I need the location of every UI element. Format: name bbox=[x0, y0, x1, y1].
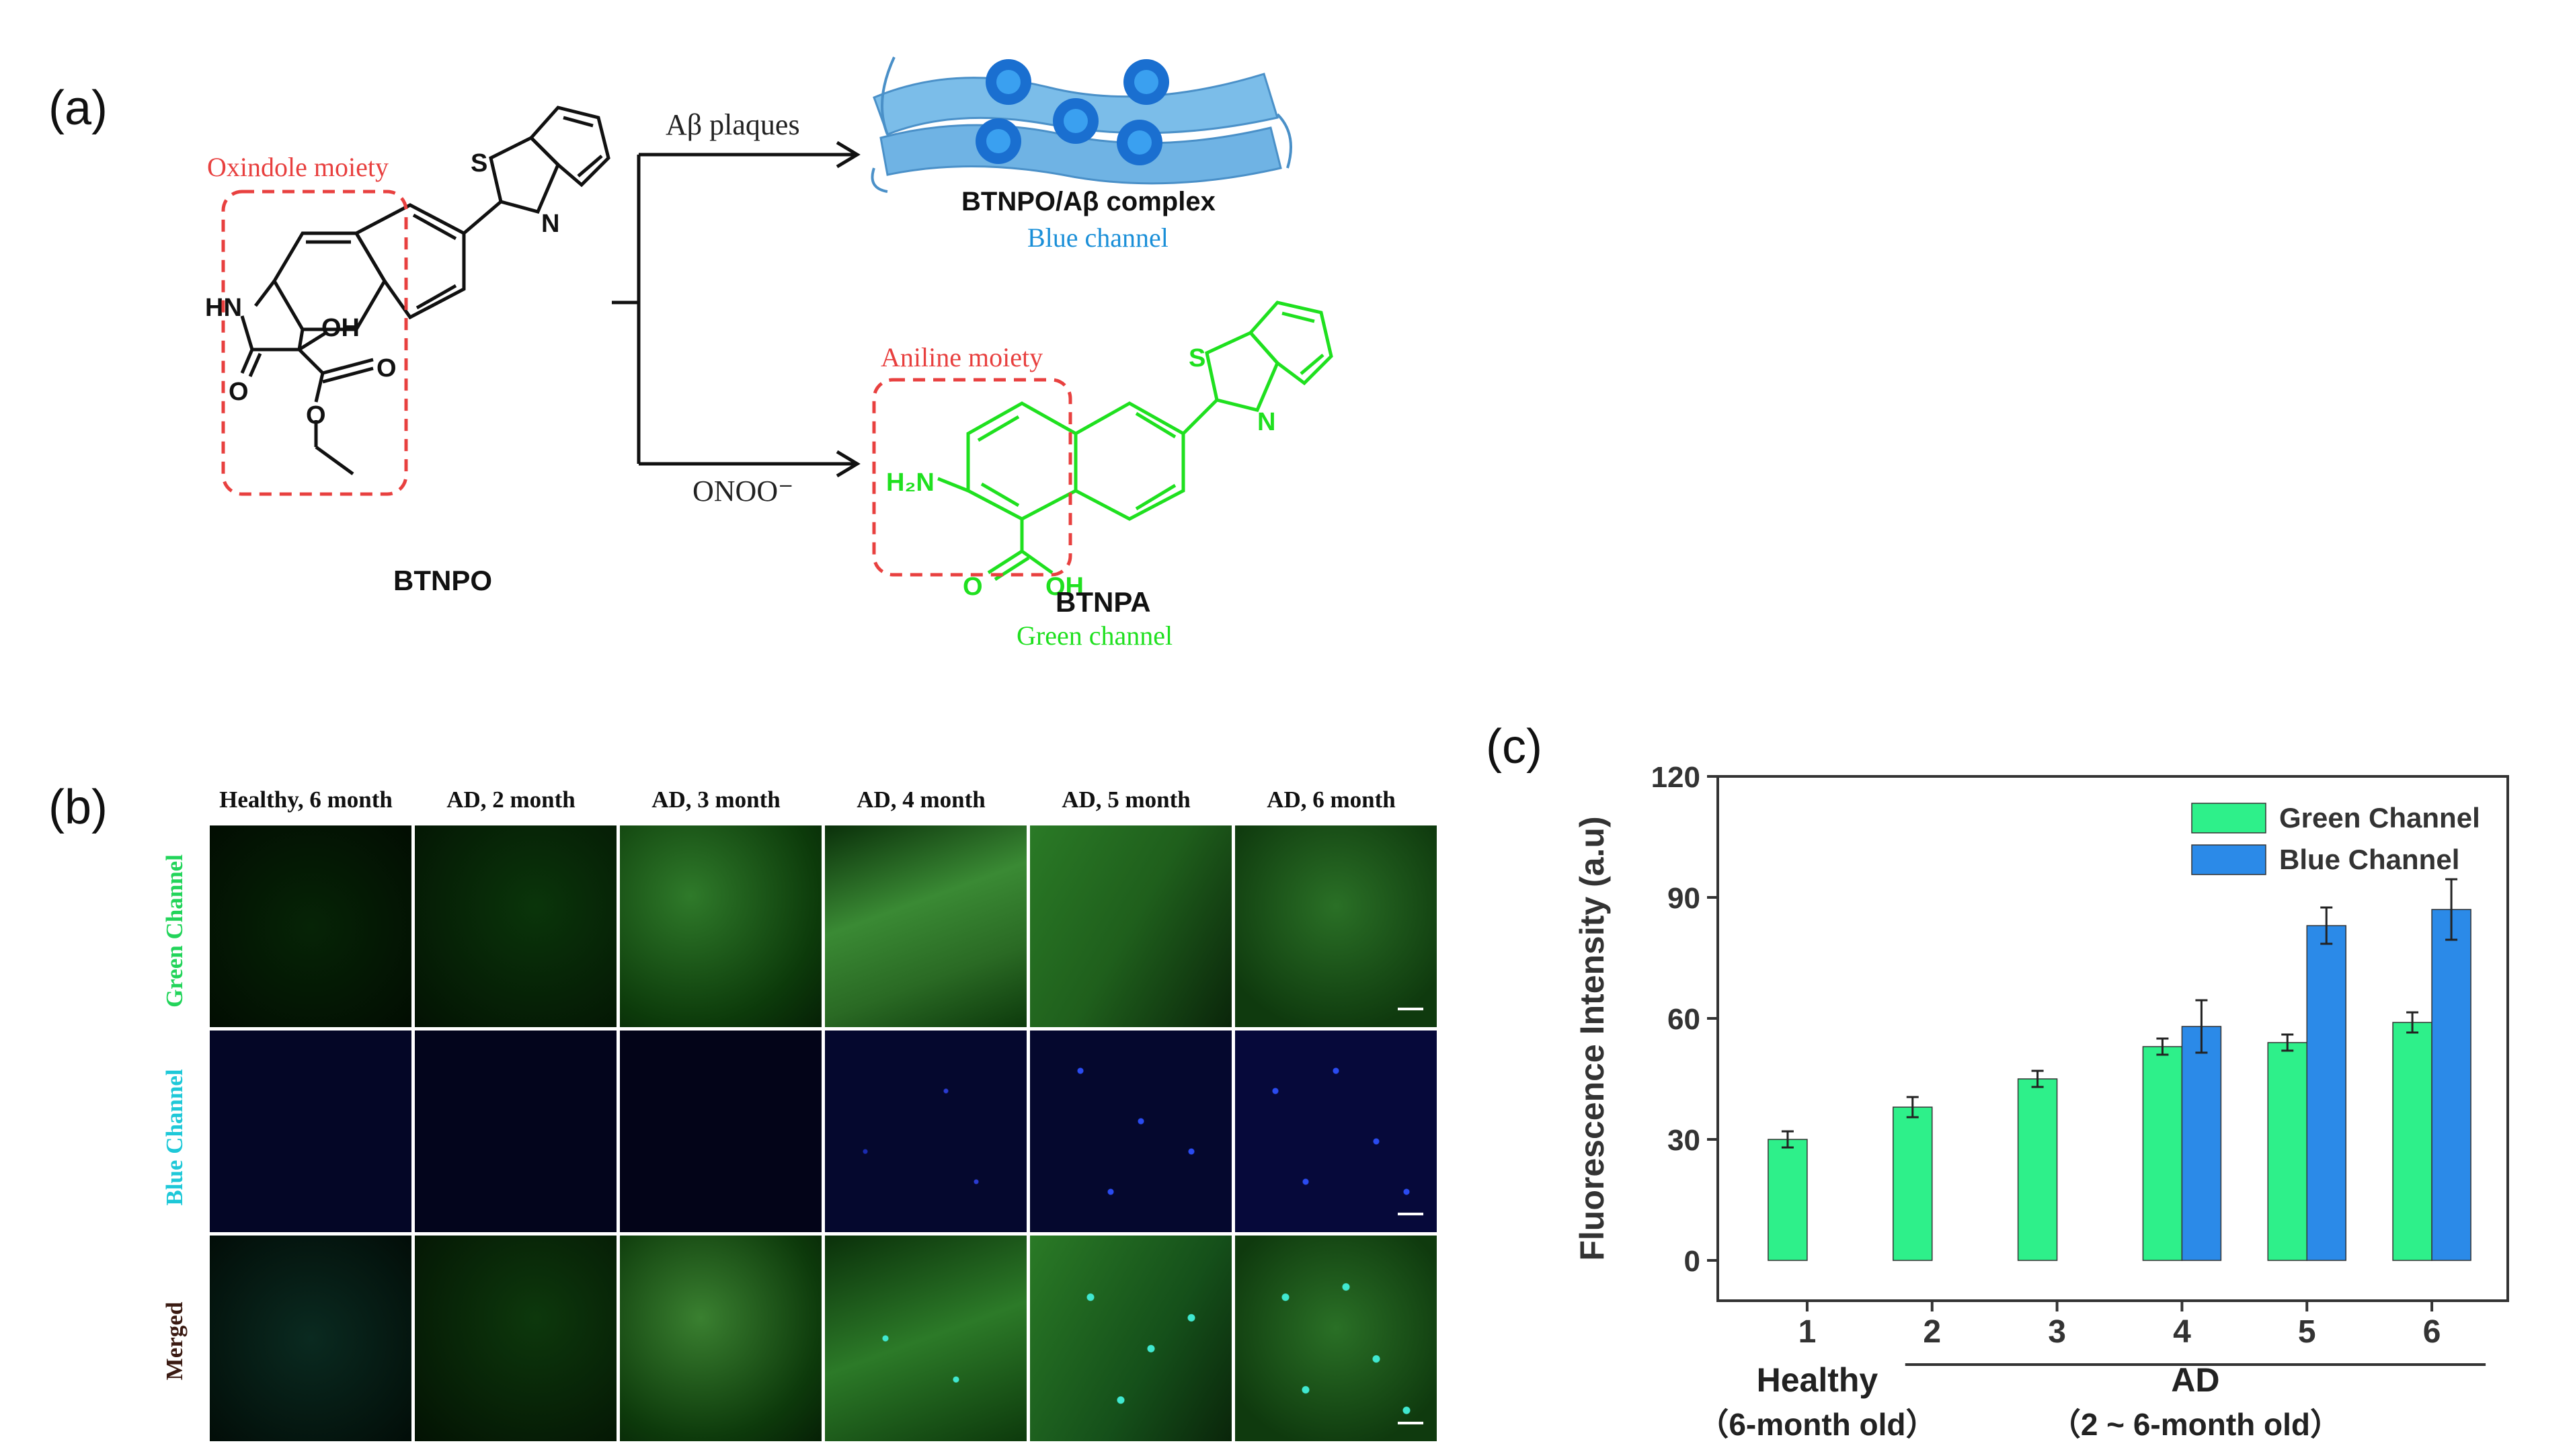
column-header: AD, 3 month bbox=[651, 786, 781, 813]
btnpa-atom-oh: OH bbox=[1045, 573, 1084, 601]
x-tick-label: 1 bbox=[1798, 1314, 1817, 1350]
btnpo-atom-o2: O bbox=[377, 354, 397, 382]
scale-bar bbox=[1398, 1008, 1423, 1010]
blue-ad-3m bbox=[620, 1030, 822, 1232]
btnpo-atom-s: S bbox=[471, 149, 487, 177]
btnpa-atom-n: N bbox=[1257, 408, 1275, 436]
panel-c-label: (c) bbox=[1486, 720, 1542, 774]
scale-bar bbox=[1398, 1422, 1423, 1424]
fibril-complex bbox=[871, 56, 1292, 193]
bar bbox=[2181, 1026, 2222, 1261]
btnpa-atom-s: S bbox=[1189, 344, 1205, 372]
y-tick-label: 60 bbox=[1667, 1003, 1700, 1036]
y-tick-label: 0 bbox=[1684, 1245, 1700, 1278]
green-ad-5m bbox=[1030, 825, 1232, 1027]
merged-healthy-6m bbox=[210, 1236, 411, 1441]
btnpo-name: BTNPO bbox=[393, 565, 492, 596]
aniline-box bbox=[872, 378, 1072, 577]
legend-swatch bbox=[2191, 803, 2266, 834]
column-header: Healthy, 6 month bbox=[219, 786, 393, 813]
blue-ad-6m bbox=[1235, 1030, 1437, 1232]
legend-label: Green Channel bbox=[2279, 802, 2480, 834]
group-sub-ad: （2 ~ 6-month old） bbox=[2050, 1407, 2341, 1442]
column-header: AD, 4 month bbox=[857, 786, 986, 813]
btnpa-channel: Green channel bbox=[1017, 620, 1173, 651]
x-tick-label: 3 bbox=[2048, 1314, 2066, 1350]
merged-ad-6m bbox=[1235, 1236, 1437, 1441]
x-tick-label: 4 bbox=[2173, 1314, 2191, 1350]
btnpo-atom-oh: OH bbox=[321, 314, 360, 342]
row-label-green: Green Channel bbox=[161, 854, 188, 1008]
column-header: AD, 6 month bbox=[1267, 786, 1396, 813]
merged-ad-4m bbox=[825, 1236, 1027, 1441]
btnpa-name: BTNPA bbox=[1056, 586, 1151, 618]
btnpo-structure bbox=[240, 106, 610, 476]
plot-frame bbox=[1716, 775, 2509, 1302]
bar bbox=[2267, 1042, 2307, 1261]
panel-a-label: (a) bbox=[48, 81, 108, 135]
x-tick-label: 6 bbox=[2423, 1314, 2441, 1350]
y-axis-label: Fluorescence Intensity (a.u) bbox=[1573, 816, 1611, 1260]
blue-ad-5m bbox=[1030, 1030, 1232, 1232]
group-label-ad: AD bbox=[2171, 1361, 2219, 1399]
merged-ad-5m bbox=[1030, 1236, 1232, 1441]
bar bbox=[2017, 1078, 2058, 1261]
aniline-moiety-label: Aniline moiety bbox=[881, 342, 1043, 372]
merged-ad-2m bbox=[415, 1236, 617, 1441]
bar bbox=[2392, 1022, 2432, 1261]
btnpo-atom-o1: O bbox=[229, 378, 249, 406]
x-tick-label: 2 bbox=[1923, 1314, 1941, 1350]
bar bbox=[2306, 925, 2346, 1261]
arrow-label-onoo: ONOO⁻ bbox=[692, 475, 794, 508]
green-ad-4m bbox=[825, 825, 1027, 1027]
column-header: AD, 5 month bbox=[1062, 786, 1191, 813]
green-ad-6m bbox=[1235, 825, 1437, 1027]
blue-healthy-6m bbox=[210, 1030, 411, 1232]
reaction-arrows bbox=[612, 140, 861, 478]
legend-swatch bbox=[2191, 844, 2266, 875]
group-label-healthy: Healthy bbox=[1757, 1361, 1878, 1399]
scale-bar bbox=[1398, 1213, 1423, 1215]
legend-label: Blue Channel bbox=[2279, 844, 2459, 875]
bar-chart: 0 30 60 90 120 Fluorescence Intensity (a.u) 1 2… bbox=[1573, 761, 2509, 1442]
bar bbox=[1768, 1139, 1808, 1261]
btnpo-atom-o3: O bbox=[306, 401, 326, 430]
complex-name: BTNPO/Aβ complex bbox=[961, 187, 1216, 216]
bar bbox=[1893, 1106, 1933, 1261]
y-tick-label: 30 bbox=[1667, 1124, 1700, 1157]
row-label-blue: Blue Channel bbox=[161, 1069, 188, 1206]
column-header: AD, 2 month bbox=[446, 786, 576, 813]
y-tick-label: 90 bbox=[1667, 882, 1700, 915]
blue-ad-4m bbox=[825, 1030, 1027, 1232]
x-tick-label: 5 bbox=[2298, 1314, 2316, 1350]
y-tick-label: 120 bbox=[1651, 761, 1700, 794]
blue-ad-2m bbox=[415, 1030, 617, 1232]
btnpa-atom-o: O bbox=[963, 573, 983, 601]
microscopy-grid bbox=[210, 825, 1437, 1441]
bar bbox=[2142, 1046, 2183, 1261]
panel-b-label: (b) bbox=[48, 780, 108, 834]
green-ad-3m bbox=[620, 825, 822, 1027]
group-sub-healthy: （6-month old） bbox=[1698, 1407, 1936, 1442]
panel-a-scheme: S N HN OH O O O bbox=[205, 56, 1333, 601]
green-healthy-6m bbox=[210, 825, 411, 1027]
row-label-merged: Merged bbox=[161, 1301, 188, 1381]
merged-ad-3m bbox=[620, 1236, 822, 1441]
btnpa-structure bbox=[937, 300, 1333, 581]
bar bbox=[2431, 909, 2471, 1261]
oxindole-box bbox=[221, 190, 408, 496]
oxindole-moiety-label: Oxindole moiety bbox=[207, 152, 389, 182]
green-ad-2m bbox=[415, 825, 617, 1027]
btnpa-atom-h2n: H₂N bbox=[886, 469, 935, 497]
complex-channel: Blue channel bbox=[1027, 223, 1168, 253]
btnpo-atom-n: N bbox=[541, 210, 559, 238]
arrow-label-abeta: Aβ plaques bbox=[666, 108, 800, 141]
